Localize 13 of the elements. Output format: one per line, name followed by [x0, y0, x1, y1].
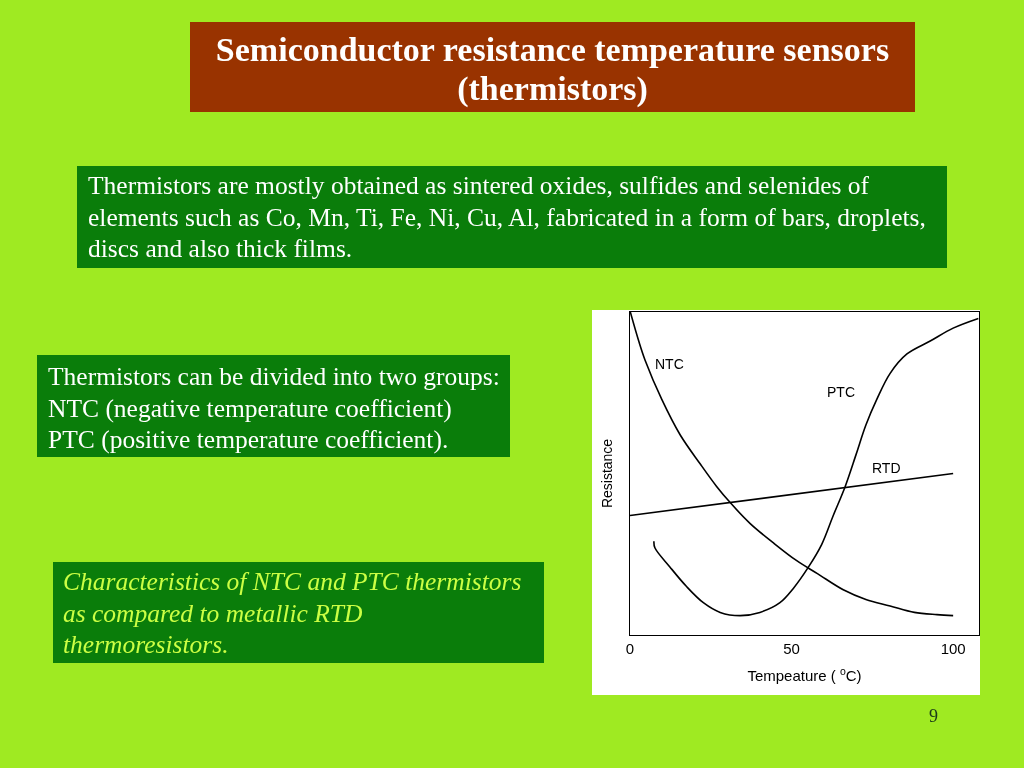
text: 9 — [928, 706, 938, 727]
series-label: RTD — [872, 460, 901, 476]
text: Characteristics of NTC and PTC thermistors as compared to metallic RTD thermoresistors. — [53, 562, 544, 663]
text: Thermistors can be divided into two groups: NTC (negative temperature coefficient) PTC (positive temperature coefficient). — [37, 355, 510, 457]
text: Thermistors are mostly obtained as sintered oxides, sulfides and selenides of elements such as Co, Mn, Ti, Fe, Ni, Cu, Al, fabricated in a form of bars, droplets, discs and also thick films. — [77, 166, 947, 268]
y-axis-title: Resistance — [599, 438, 616, 509]
x-axis-title: Tempeature ( $^{o}$C) — [747, 664, 862, 685]
series-label: PTC — [827, 384, 855, 400]
x-tick-label: 50 — [783, 640, 800, 658]
x-tick-label: 0 — [625, 640, 635, 658]
chart-title: Semiconductor resistance temperature sensors (thermistors) — [190, 22, 915, 112]
series-label: NTC — [655, 356, 684, 372]
x-tick-label: 100 — [940, 640, 966, 658]
